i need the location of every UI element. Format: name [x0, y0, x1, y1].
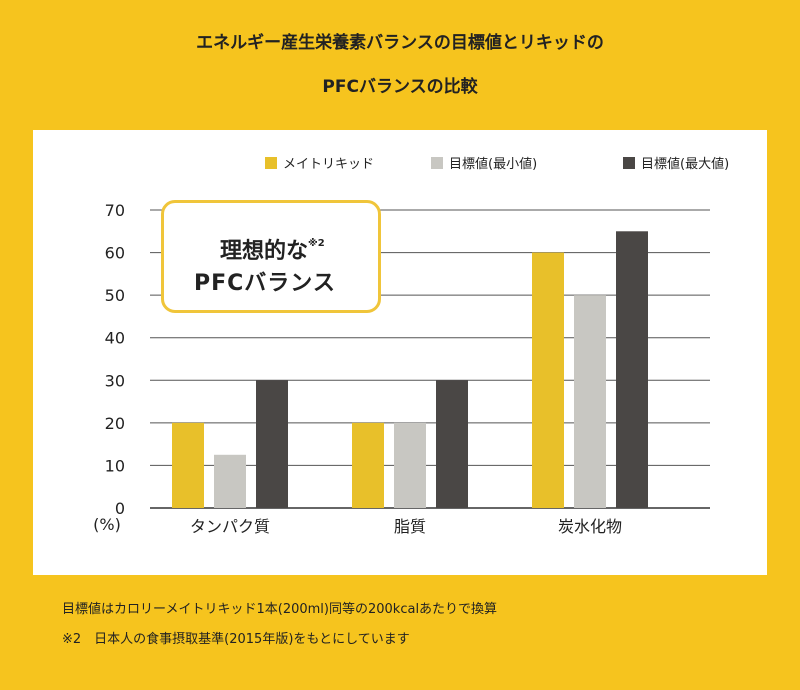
- bar: [616, 231, 648, 508]
- bar: [574, 295, 606, 508]
- bar: [352, 422, 384, 508]
- x-category-label: タンパク質: [190, 517, 270, 536]
- callout-line1: 理想的な: [220, 239, 309, 264]
- y-tick-label: 0: [115, 499, 125, 518]
- y-tick-label: 50: [105, 286, 125, 305]
- bar: [436, 380, 468, 508]
- y-tick-label: 30: [105, 371, 125, 390]
- x-category-label: 炭水化物: [558, 517, 622, 536]
- y-tick-label: 70: [105, 201, 125, 220]
- bar: [532, 252, 564, 508]
- bar: [394, 422, 426, 508]
- footnote-2: ※2 日本人の食事摂取基準(2015年版)をもとにしています: [62, 632, 410, 647]
- y-tick-label: 40: [105, 329, 125, 348]
- legend-swatch: [265, 157, 277, 169]
- chart-title-line2: PFCバランスの比較: [322, 77, 478, 97]
- callout-line2: PFCバランス: [194, 271, 336, 296]
- legend-label: メイトリキッド: [283, 157, 374, 172]
- chart-panel: 0 10 20 30 40 50 60 70 (%) タンパク質 脂質 炭水化物 メイトリキッド 目標値(…: [33, 130, 767, 575]
- footnote-1: 目標値はカロリーメイトリキッド1本(200ml)同等の200kcalあたりで換算: [62, 602, 498, 617]
- bar: [256, 380, 288, 508]
- bar: [214, 454, 246, 508]
- callout-superscript: ※2: [308, 237, 325, 249]
- y-tick-label: 60: [105, 244, 125, 263]
- chart-title-line1: エネルギー産生栄養素バランスの目標値とリキッドの: [196, 33, 604, 53]
- legend-label: 目標値(最大値): [641, 156, 729, 172]
- y-tick-label: 10: [105, 456, 125, 475]
- y-tick-label: 20: [105, 414, 125, 433]
- legend-swatch: [623, 157, 635, 169]
- legend-label: 目標値(最小値): [449, 156, 537, 172]
- legend-swatch: [431, 157, 443, 169]
- y-axis-label: (%): [93, 515, 121, 534]
- x-category-label: 脂質: [394, 517, 426, 536]
- bar: [172, 422, 204, 508]
- bar-chart: 0 10 20 30 40 50 60 70 (%) タンパク質 脂質 炭水化物 メイトリキッド 目標値(…: [93, 156, 729, 536]
- callout-box: 理想的な※2 PFCバランス: [161, 200, 381, 313]
